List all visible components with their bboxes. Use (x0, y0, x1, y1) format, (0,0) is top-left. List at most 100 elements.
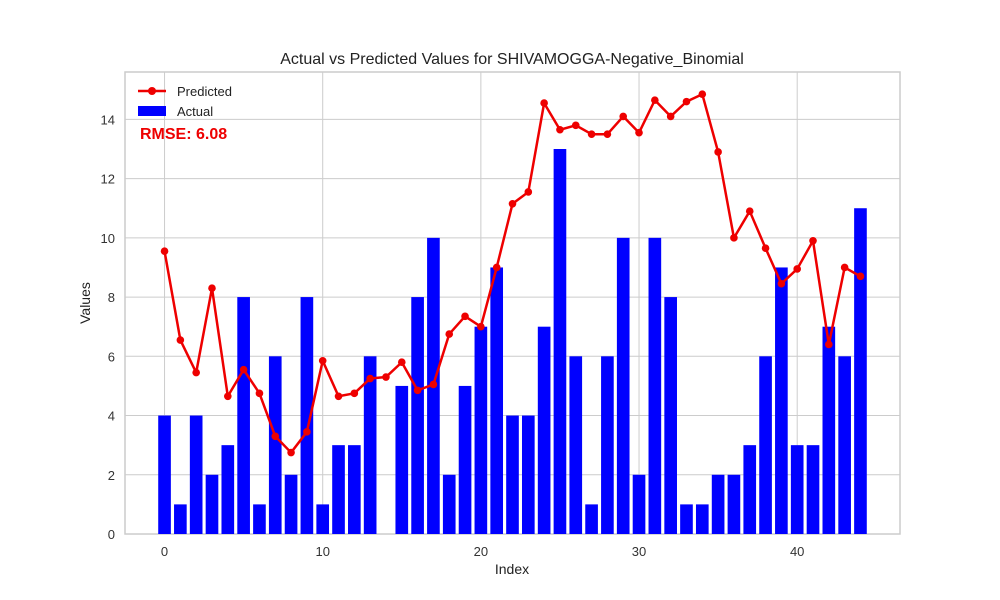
legend: Predicted Actual (138, 84, 232, 119)
predicted-point (840, 263, 849, 272)
predicted-point (366, 374, 374, 383)
actual-bar (569, 356, 583, 534)
chart-title: Actual vs Predicted Values for SHIVAMOGG… (280, 51, 744, 68)
predicted-point (477, 322, 485, 331)
actual-bar (854, 208, 867, 534)
x-tick-label: 0 (161, 544, 168, 559)
actual-bar (221, 445, 235, 534)
legend-actual-swatch (138, 106, 166, 116)
actual-bar (759, 356, 772, 534)
x-tick-label: 30 (632, 544, 646, 559)
actual-bar (316, 504, 330, 534)
y-tick-label: 12 (101, 172, 115, 187)
predicted-point (666, 112, 675, 121)
predicted-point (397, 358, 406, 367)
actual-bar (332, 445, 345, 534)
predicted-point (287, 448, 295, 457)
predicted-point (318, 356, 327, 365)
predicted-point (461, 312, 469, 321)
actual-bar (537, 326, 551, 534)
predicted-point (698, 90, 707, 99)
actual-bar (300, 297, 314, 534)
y-tick-label: 8 (108, 290, 115, 305)
x-tick-label: 40 (790, 544, 804, 559)
actual-bar (553, 149, 567, 534)
predicted-point (587, 130, 596, 138)
rmse-annotation: RMSE: 6.08 (140, 126, 227, 143)
predicted-point (303, 428, 311, 436)
y-axis-label: Values (77, 282, 93, 324)
actual-bar (490, 267, 504, 534)
actual-bar (664, 297, 677, 534)
y-tick-label: 4 (108, 409, 115, 424)
actual-bar (822, 326, 836, 534)
predicted-point (761, 244, 770, 253)
y-tick-label: 0 (108, 527, 115, 542)
actual-bar (174, 504, 187, 534)
actual-bar (158, 415, 171, 534)
predicted-point (777, 279, 786, 288)
x-tick-label: 20 (474, 544, 488, 559)
predicted-point (809, 237, 817, 245)
actual-bar (363, 356, 377, 534)
actual-bar (838, 356, 851, 534)
predicted-point (255, 389, 264, 398)
legend-predicted-marker (148, 87, 156, 95)
tick-labels: 0 10 20 30 40 0 2 4 6 8 10 12 14 (101, 112, 805, 559)
predicted-point (793, 265, 801, 273)
predicted-point (176, 336, 185, 344)
predicted-point (730, 234, 738, 242)
predicted-point (825, 340, 833, 349)
actual-bar (680, 504, 693, 534)
actual-bar (474, 326, 488, 534)
actual-bar (695, 504, 709, 534)
actual-bars (158, 149, 867, 534)
actual-bar (521, 415, 535, 534)
actual-bar (284, 474, 298, 534)
actual-bar (205, 474, 219, 534)
predicted-point (271, 432, 280, 441)
y-tick-label: 2 (108, 468, 115, 483)
predicted-point (224, 392, 232, 401)
legend-predicted-label: Predicted (177, 84, 232, 99)
actual-bar (743, 445, 757, 534)
actual-bar (268, 356, 282, 534)
predicted-point (350, 389, 359, 398)
predicted-point (508, 199, 517, 208)
actual-bar (601, 356, 614, 534)
predicted-point (714, 148, 722, 156)
predicted-point (192, 368, 200, 377)
actual-bar (253, 504, 266, 534)
x-tick-label: 10 (315, 544, 329, 559)
actual-bar (348, 445, 361, 534)
predicted-point (524, 188, 533, 196)
actual-bar (442, 474, 456, 534)
actual-bar (648, 237, 662, 534)
predicted-point (619, 112, 628, 121)
actual-bar (632, 474, 646, 534)
actual-bar (411, 297, 424, 534)
predicted-point (635, 128, 643, 137)
predicted-point (856, 272, 865, 281)
predicted-point (571, 121, 580, 130)
actual-bar (711, 474, 725, 534)
predicted-point (651, 96, 659, 104)
predicted-point (745, 207, 754, 215)
actual-bar (806, 445, 820, 534)
y-tick-label: 10 (101, 231, 115, 246)
y-tick-label: 6 (108, 349, 115, 364)
actual-bar (237, 297, 250, 534)
predicted-point (682, 97, 691, 106)
predicted-point (445, 330, 454, 338)
actual-bar (616, 237, 630, 534)
predicted-point (603, 130, 612, 138)
y-tick-label: 14 (101, 112, 115, 127)
legend-actual-label: Actual (177, 104, 213, 119)
predicted-point (429, 380, 438, 389)
predicted-point (239, 365, 248, 374)
actual-bar (458, 385, 472, 534)
actual-bar (790, 445, 804, 534)
predicted-line (160, 90, 865, 457)
actual-bar (189, 415, 203, 534)
